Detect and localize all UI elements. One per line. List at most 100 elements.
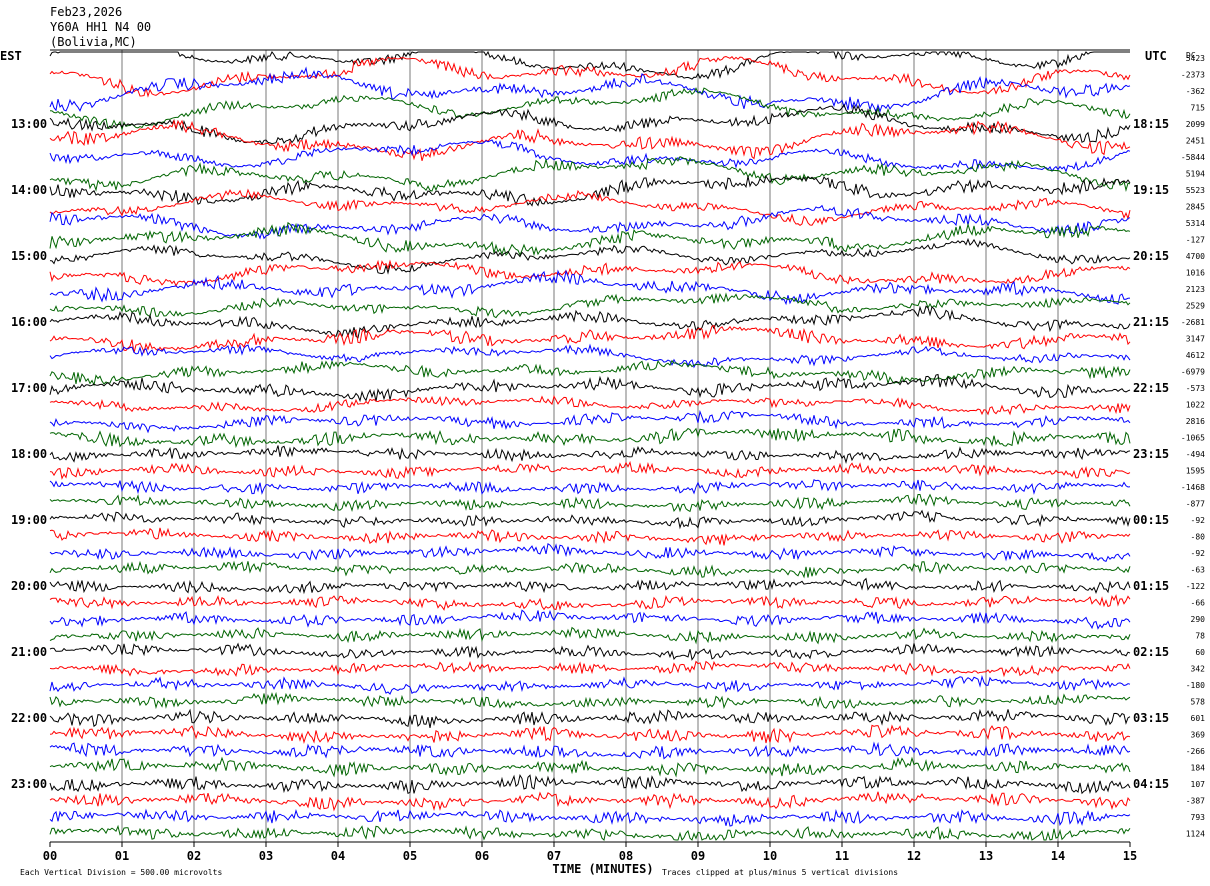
est-hour-label: 17:00 (11, 381, 47, 395)
seismic-trace (49, 394, 1131, 416)
date-label: Feb23,2026 (50, 5, 123, 19)
x-tick-label: 13 (979, 849, 993, 863)
dc-offset-label: 1595 (1186, 467, 1205, 476)
dc-offset-label: -2681 (1181, 318, 1205, 327)
seismic-trace (49, 791, 1131, 812)
est-hour-label: 23:00 (11, 777, 47, 791)
seismic-trace (49, 188, 1131, 227)
dc-offset-label: 4612 (1186, 351, 1205, 360)
dc-offset-label: -266 (1186, 747, 1205, 756)
dc-offset-label: 5523 (1186, 186, 1205, 195)
seismic-trace (49, 66, 1131, 114)
seismic-trace (49, 708, 1131, 728)
dc-offset-label: 3147 (1186, 335, 1205, 344)
seismic-trace (49, 660, 1131, 678)
seismic-trace (49, 55, 1131, 98)
dc-offset-label: 2529 (1186, 302, 1205, 311)
seismic-trace (49, 174, 1131, 207)
x-tick-label: 08 (619, 849, 633, 863)
seismic-trace (49, 542, 1131, 563)
seismic-trace (49, 204, 1131, 240)
seismic-trace (49, 724, 1131, 745)
axis-labels: EST UTC DC 13:00 14:00 15:00 16:00 17:00 18:00 19… (0, 49, 1205, 877)
est-hour-label: 22:00 (11, 711, 47, 725)
x-tick-label: 11 (835, 849, 849, 863)
seismic-trace (49, 741, 1131, 760)
dc-offset-label: -80 (1191, 533, 1206, 542)
dc-offset-label: -387 (1186, 797, 1205, 806)
plot-frame (49, 49, 1131, 847)
dc-offset-label: 4700 (1186, 252, 1205, 261)
seismic-trace (49, 626, 1131, 645)
est-hour-label: 21:00 (11, 645, 47, 659)
location-label: (Bolivia,MC) (50, 35, 137, 49)
seismic-trace (49, 756, 1131, 778)
dc-offset-label: -66 (1191, 599, 1206, 608)
utc-hour-label: 01:15 (1133, 579, 1169, 593)
seismic-trace (49, 642, 1131, 661)
dc-offset-label: -127 (1186, 236, 1205, 245)
dc-column-label: DC (1186, 51, 1196, 60)
dc-offset-label: 60 (1195, 648, 1205, 657)
est-hour-label: 13:00 (11, 117, 47, 131)
x-axis-title: TIME (MINUTES) (552, 862, 653, 876)
seismic-trace (49, 156, 1131, 192)
dc-offset-label: 290 (1191, 615, 1206, 624)
utc-hour-label: 19:15 (1133, 183, 1169, 197)
footer-clip-note: Traces clipped at plus/minus 5 vertical … (662, 868, 898, 877)
x-tick-label: 10 (763, 849, 777, 863)
x-tick-label: 07 (547, 849, 561, 863)
dc-offset-label: 342 (1191, 665, 1206, 674)
dc-offset-label: 5194 (1186, 170, 1205, 179)
dc-offset-label: 369 (1191, 731, 1206, 740)
utc-hour-label: 04:15 (1133, 777, 1169, 791)
dc-offset-label: -92 (1191, 516, 1206, 525)
dc-offset-label: 5314 (1186, 219, 1205, 228)
seismic-trace (49, 560, 1131, 579)
seismic-trace (49, 691, 1131, 710)
seismic-trace (49, 594, 1131, 611)
dc-offset-label: -877 (1186, 500, 1205, 509)
dc-offset-label: -494 (1186, 450, 1205, 459)
dc-offset-label: 2123 (1186, 285, 1205, 294)
est-hour-label: 18:00 (11, 447, 47, 461)
dc-offset-label: -5844 (1181, 153, 1205, 162)
x-tick-label: 01 (115, 849, 129, 863)
dc-offset-label: 2099 (1186, 120, 1205, 129)
dc-offset-label: 1016 (1186, 269, 1205, 278)
station-label: Y60A HH1 N4 00 (50, 20, 152, 34)
x-tick-label: 00 (43, 849, 57, 863)
x-tick-label: 14 (1051, 849, 1065, 863)
dc-offset-label: -362 (1186, 87, 1205, 96)
dc-offset-label: 5423 (1186, 54, 1205, 63)
dc-offset-label: -122 (1186, 582, 1205, 591)
dc-offset-label: 2451 (1186, 137, 1205, 146)
seismic-trace (49, 50, 1130, 80)
seismic-trace (49, 139, 1131, 173)
est-hour-label: 14:00 (11, 183, 47, 197)
dc-offset-label: 793 (1191, 813, 1206, 822)
x-tick-label: 06 (475, 849, 489, 863)
est-hour-label: 15:00 (11, 249, 47, 263)
dc-offset-label: -1065 (1181, 434, 1205, 443)
dc-offset-label: -180 (1186, 681, 1205, 690)
dc-offset-label: 1022 (1186, 401, 1205, 410)
seismic-trace (49, 269, 1131, 306)
seismic-trace (49, 221, 1131, 257)
seismic-trace (49, 577, 1131, 595)
seismic-trace (49, 609, 1131, 630)
dc-offset-label: 184 (1191, 764, 1206, 773)
seismic-trace (49, 292, 1131, 319)
seismic-trace (49, 427, 1131, 449)
seismic-trace (49, 527, 1131, 546)
utc-hour-label: 23:15 (1133, 447, 1169, 461)
dc-offset-label: -6979 (1181, 368, 1205, 377)
seismic-trace (49, 824, 1131, 842)
dc-offset-label: -573 (1186, 384, 1205, 393)
seismic-traces (49, 50, 1131, 842)
seismic-trace (49, 259, 1131, 287)
seismic-trace (49, 305, 1131, 339)
utc-hour-label: 00:15 (1133, 513, 1169, 527)
seismic-trace (49, 324, 1131, 354)
